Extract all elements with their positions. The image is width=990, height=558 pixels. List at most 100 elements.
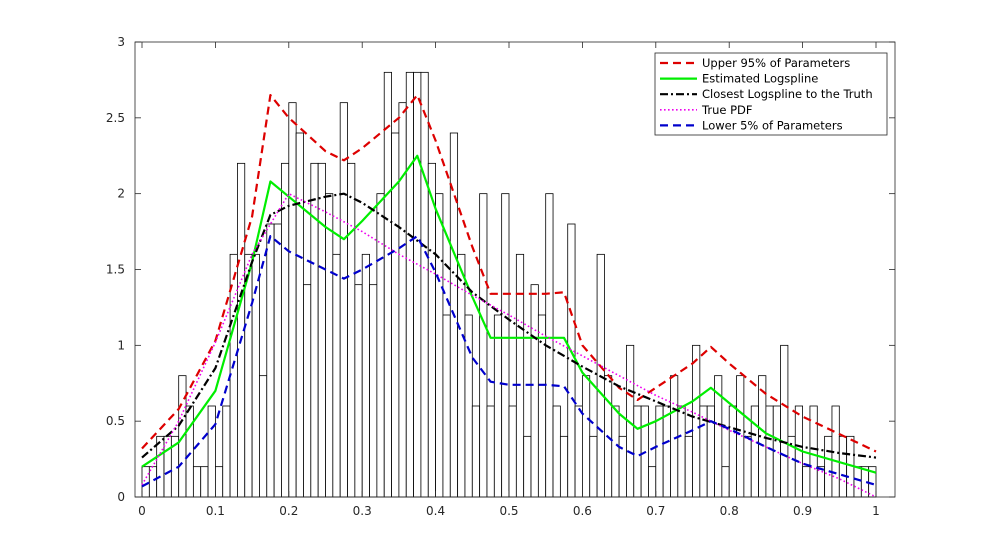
y-tick-label: 1.5 [106, 263, 125, 277]
histogram-bar [207, 405, 216, 498]
series-line-1 [141, 154, 877, 474]
y-tick-label: 0 [117, 490, 125, 504]
histogram-bar [156, 435, 165, 498]
x-tick-label: 0.9 [793, 504, 812, 518]
histogram-bar [325, 193, 334, 498]
series-line-0 [141, 93, 877, 453]
histogram-bar [662, 405, 671, 498]
histogram-bar [185, 405, 194, 498]
histogram-bar [530, 284, 539, 498]
histogram-bar [728, 405, 737, 498]
y-tick-label: 0.5 [106, 414, 125, 428]
legend: Upper 95% of Parameters Estimated Logspli… [654, 52, 888, 136]
histogram-bar [281, 162, 290, 498]
histogram-bar [369, 284, 378, 498]
y-axis: 0 0.5 1 1.5 2 2.5 3 [106, 35, 895, 504]
histogram-bar [479, 193, 488, 498]
x-tick-label: 0.5 [499, 504, 518, 518]
histogram-bar [493, 314, 503, 498]
x-tick-label: 1 [872, 504, 880, 518]
histogram-bar [706, 405, 715, 498]
histogram-bar [222, 405, 231, 498]
histogram-bar [611, 405, 620, 498]
histogram-bar [537, 314, 547, 498]
histogram-bar [192, 466, 202, 498]
histogram-bar [163, 435, 172, 498]
histogram-bar [398, 102, 407, 498]
histogram-bar [361, 253, 370, 498]
y-tick-label: 1 [117, 338, 125, 352]
histogram-bar [780, 344, 789, 498]
series-line-2 [141, 192, 877, 459]
x-tick-label: 0.6 [573, 504, 592, 518]
y-tick-label: 2.5 [106, 111, 125, 125]
histogram-bar [802, 466, 811, 498]
histogram-bar [383, 71, 392, 498]
histogram-bar [750, 405, 759, 498]
y-tick-label: 2 [117, 187, 125, 201]
histogram-bar [295, 132, 304, 498]
x-tick-label: 0.7 [646, 504, 665, 518]
histogram-bar [471, 405, 481, 498]
histogram-bar [273, 223, 282, 498]
histogram-bar [582, 375, 591, 498]
legend-label-1: Estimated Logspline [702, 72, 818, 86]
histogram-bar [442, 314, 451, 498]
x-tick-label: 0.8 [720, 504, 739, 518]
histogram-bar [405, 71, 414, 498]
y-tick-label: 3 [117, 35, 125, 49]
histogram-bar [259, 375, 268, 498]
histogram-bar [736, 375, 745, 498]
x-tick-label: 0.2 [279, 504, 298, 518]
histogram-bar [214, 466, 224, 498]
series-lines [141, 93, 877, 498]
histogram-bar [420, 71, 429, 498]
histogram-bar [721, 466, 730, 498]
legend-label-0: Upper 95% of Parameters [702, 56, 850, 70]
histogram-bar [354, 284, 363, 498]
histogram-bar [457, 253, 466, 498]
histogram-bar [589, 435, 598, 498]
x-tick-label: 0 [138, 504, 146, 518]
histogram-bar [552, 405, 561, 498]
legend-label-4: Lower 5% of Parameters [702, 118, 843, 132]
histogram-bar [853, 466, 862, 498]
histogram-bar [618, 435, 627, 498]
histogram-bar [677, 405, 686, 498]
legend-label-2: Closest Logspline to the Truth [702, 87, 873, 101]
histogram-bar [838, 435, 848, 498]
histogram-bar [559, 435, 569, 498]
histogram-bar [427, 162, 437, 498]
histogram-bar [266, 223, 275, 498]
histogram-bar [515, 253, 525, 498]
histogram-bar [200, 466, 209, 498]
histogram-bar [501, 193, 510, 498]
histogram-bar [816, 466, 826, 498]
histogram-bar [464, 314, 473, 498]
x-tick-label: 0.4 [426, 504, 445, 518]
histogram-bar [347, 162, 356, 498]
histogram-bar [435, 193, 444, 498]
histogram-bar [317, 162, 326, 498]
histogram-bar [692, 344, 701, 498]
histogram-bar [376, 193, 385, 498]
histogram-bar [244, 253, 253, 498]
histogram-bar [633, 405, 642, 498]
x-axis: 0 0.1 0.2 0.3 0.4 0.5 0.6 0.7 0.8 0.9 1 [138, 42, 880, 518]
x-tick-label: 0.1 [206, 504, 225, 518]
histogram-bar [824, 435, 833, 498]
x-tick-label: 0.3 [353, 504, 372, 518]
histogram-bar [684, 435, 693, 498]
histogram-bar [508, 405, 517, 498]
histogram-bar [523, 435, 532, 498]
histogram-bar [765, 405, 774, 498]
series-line-4 [141, 235, 877, 488]
histogram-bar [574, 405, 583, 498]
histogram-bar [486, 405, 495, 498]
histogram-bar [413, 71, 422, 498]
histogram-bar [648, 466, 657, 498]
histogram-bar [288, 102, 297, 498]
histogram-bar [332, 253, 341, 498]
legend-label-3: True PDF [701, 103, 753, 117]
